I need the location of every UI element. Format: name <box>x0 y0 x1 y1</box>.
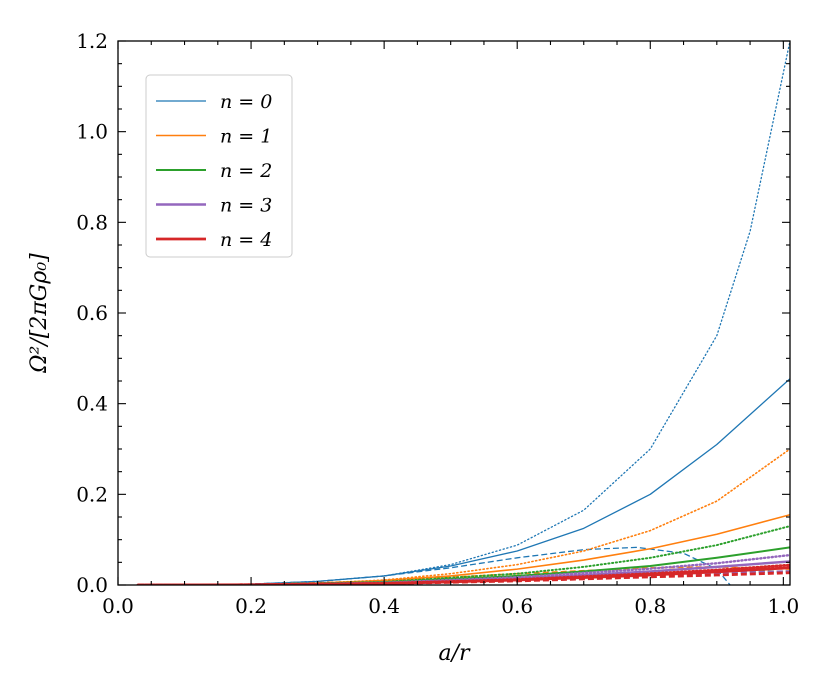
tick-labels: 0.0 0.2 0.4 0.6 0.8 1.0 0.0 0.2 0.4 0.6 0.8 1.0 1.2 <box>76 29 799 618</box>
x-tick-label: 0.4 <box>368 594 400 618</box>
y-tick-label: 0.0 <box>76 573 108 597</box>
series-n0-dashed <box>137 546 731 585</box>
legend-label: n = 4 <box>220 229 272 251</box>
y-tick-label: 0.4 <box>76 392 108 416</box>
legend-label: n = 0 <box>220 91 272 113</box>
legend-label: n = 3 <box>220 195 272 217</box>
series-n0-solid <box>137 378 790 585</box>
legend-label: n = 2 <box>220 160 272 182</box>
legend-label: n = 1 <box>220 126 272 148</box>
series-n2-dotted <box>136 525 790 585</box>
ticks-layer <box>117 40 790 586</box>
legend: n = 0 n = 1 n = 2 n = 3 n = 4 <box>145 74 293 258</box>
x-axis-label: a/r <box>438 641 471 666</box>
y-axis-label: Ω²/[2πGρ₀] <box>27 253 52 374</box>
x-tick-label: 0.8 <box>634 594 666 618</box>
x-tick-label: 0.2 <box>235 594 267 618</box>
x-tick-label: 0.0 <box>102 594 134 618</box>
y-tick-label: 0.2 <box>76 482 108 506</box>
x-tick-label: 1.0 <box>767 594 799 618</box>
y-tick-label: 0.6 <box>76 301 108 325</box>
legend-box <box>145 74 293 258</box>
x-tick-label: 0.6 <box>501 594 533 618</box>
y-tick-label: 1.2 <box>76 29 108 53</box>
y-tick-label: 0.8 <box>76 210 108 234</box>
y-tick-label: 1.0 <box>76 120 108 144</box>
